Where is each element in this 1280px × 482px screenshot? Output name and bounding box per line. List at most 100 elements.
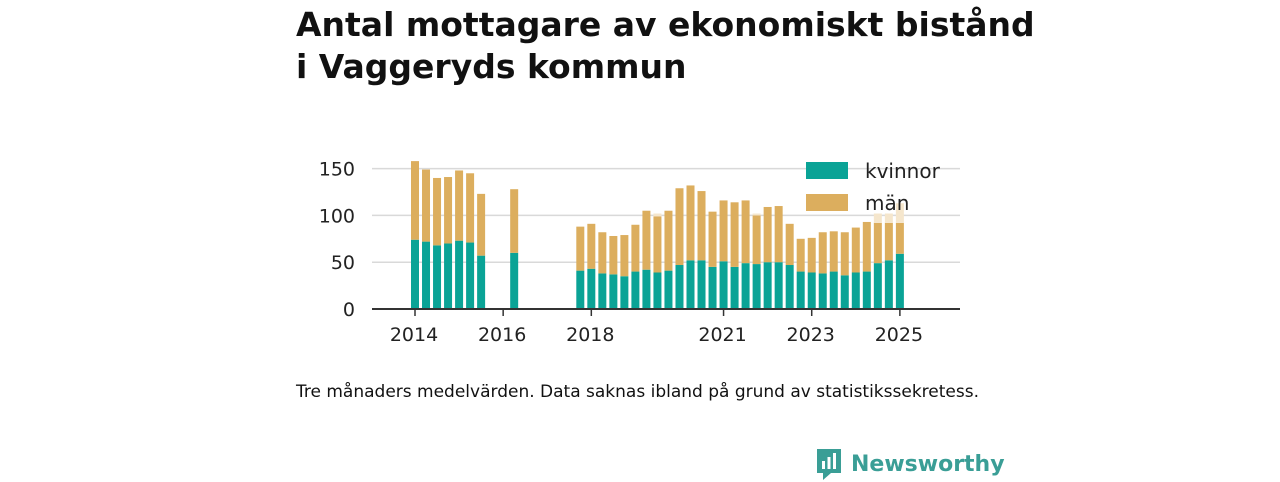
bar-kvinnor (686, 260, 695, 309)
axes: 0 50 100 150 2014 2016 2018 2021 2023 2025 (319, 159, 960, 346)
bar-man (510, 189, 519, 253)
bar-man (719, 200, 728, 262)
bar-kvinnor (785, 265, 794, 309)
bar-man (785, 223, 794, 266)
bar-man-faded (873, 213, 882, 223)
bar-man-faded (895, 203, 904, 223)
bar-kvinnor (631, 271, 640, 309)
bar-man (697, 191, 706, 261)
bars (411, 161, 904, 309)
bar-man (829, 231, 838, 272)
bar-man (444, 177, 453, 244)
bar-kvinnor (840, 275, 849, 309)
footnote: Tre månaders medelvärden. Data saknas ib… (296, 382, 979, 402)
title-line-1: Antal mottagare av ekonomiskt bistånd (296, 5, 1035, 44)
bar-man (433, 177, 442, 246)
bar-kvinnor (807, 272, 816, 309)
bar-kvinnor (873, 263, 882, 309)
x-tick-label: 2018 (566, 324, 614, 346)
bar-man (609, 235, 618, 275)
bar-kvinnor (411, 239, 419, 309)
bar-kvinnor (862, 271, 871, 309)
bar-man (752, 215, 761, 265)
bar-man (895, 222, 904, 254)
bar-man (466, 173, 475, 243)
bar-man (763, 206, 772, 263)
brand-name: Newsworthy (851, 451, 1005, 477)
bar-kvinnor (719, 261, 728, 309)
newsworthy-logo-icon (817, 449, 841, 480)
bar-man (631, 224, 640, 272)
bar-kvinnor (763, 262, 772, 309)
legend-label: kvinnor (865, 159, 941, 183)
legend-label: män (865, 191, 909, 215)
bar-kvinnor (444, 243, 453, 309)
bar-kvinnor (774, 262, 783, 309)
x-tick-label: 2014 (390, 324, 438, 346)
bar-man (774, 206, 783, 263)
y-tick-label: 0 (343, 299, 355, 321)
bar-kvinnor (433, 245, 442, 309)
bar-man (807, 237, 816, 273)
bar-man (840, 232, 849, 276)
y-tick-label: 50 (331, 252, 355, 274)
bar-man (818, 232, 827, 274)
bar-kvinnor (510, 252, 519, 309)
bar-man-faded (653, 213, 662, 217)
bar-kvinnor (455, 240, 464, 309)
bar-man (873, 222, 882, 264)
legend-swatch (806, 162, 848, 179)
y-tick-label: 100 (319, 205, 355, 227)
y-tick-label: 150 (319, 159, 355, 181)
bar-kvinnor (851, 272, 860, 309)
bar-man (664, 210, 673, 271)
bar-man (796, 238, 805, 272)
bar-kvinnor (609, 274, 618, 309)
chart-title: Antal mottagare av ekonomiskt bistånd i … (296, 4, 1035, 88)
bar-kvinnor (895, 253, 904, 309)
bar-kvinnor (587, 268, 596, 309)
bar-kvinnor (884, 260, 893, 309)
legend-swatch (806, 194, 848, 211)
bar-man-faded (752, 213, 761, 216)
bar-man (708, 211, 717, 267)
x-tick-label: 2016 (478, 324, 526, 346)
bar-man (862, 221, 871, 272)
bar-kvinnor (642, 269, 651, 309)
bar-kvinnor (576, 270, 585, 309)
bar-kvinnor (664, 270, 673, 309)
bar-man (851, 227, 860, 273)
bar-man (477, 193, 486, 256)
bar-kvinnor (829, 271, 838, 309)
bar-man-faded (884, 213, 893, 223)
bar-man (598, 232, 607, 274)
bar-man (642, 210, 651, 270)
bar-kvinnor (422, 241, 431, 309)
bar-kvinnor (697, 260, 706, 309)
brand[interactable]: Newsworthy (815, 446, 1005, 482)
bar-man (741, 200, 750, 264)
bar-kvinnor (466, 242, 475, 309)
title-line-2: i Vaggeryds kommun (296, 47, 687, 86)
bar-man (686, 185, 695, 261)
x-tick-label: 2023 (787, 324, 835, 346)
x-tick-label: 2021 (698, 324, 746, 346)
bar-man (455, 170, 464, 241)
bar-kvinnor (708, 266, 717, 309)
bar-kvinnor (675, 265, 684, 309)
bar-man (587, 223, 596, 269)
bar-kvinnor (796, 271, 805, 309)
bar-kvinnor (730, 266, 739, 309)
bar-kvinnor (653, 272, 662, 309)
legend: kvinnor män (806, 159, 941, 215)
bar-man (411, 161, 419, 240)
x-tick-label: 2025 (875, 324, 923, 346)
bar-man (620, 235, 629, 277)
bar-man (653, 216, 662, 273)
bar-kvinnor (818, 273, 827, 309)
bar-kvinnor (598, 273, 607, 309)
bar-man (730, 202, 739, 267)
bar-man (576, 226, 585, 271)
bar-man (675, 188, 684, 266)
